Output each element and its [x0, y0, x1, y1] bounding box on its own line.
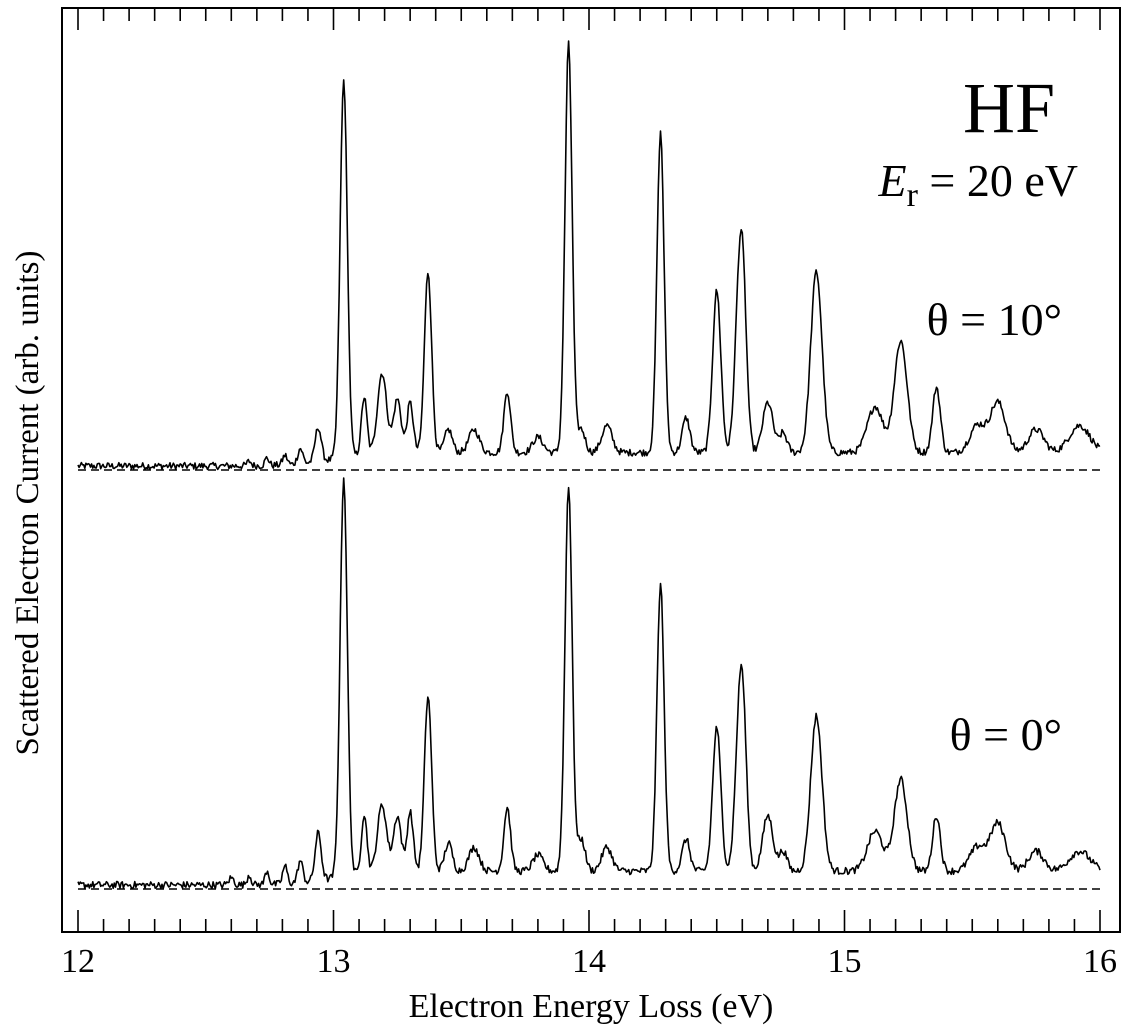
energy-label: Er = 20 eV	[877, 155, 1078, 214]
spectrum-curves	[77, 40, 1101, 890]
y-axis-label: Scattered Electron Current (arb. units)	[10, 251, 46, 756]
series-label-0deg: θ = 0°	[950, 709, 1062, 760]
x-axis-label: Electron Energy Loss (eV)	[409, 988, 774, 1025]
x-tick-label-16: 16	[1083, 943, 1117, 980]
x-tick-label-15: 15	[828, 943, 862, 980]
spectrum-line-10deg	[77, 40, 1101, 471]
molecule-label: HF	[963, 68, 1055, 148]
x-tick-labels: 12 13 14 15 16	[61, 943, 1117, 980]
x-tick-label-14: 14	[572, 943, 606, 980]
plot-frame	[61, 7, 1121, 933]
dashed-baselines	[78, 469, 1100, 890]
series-label-10deg: θ = 10°	[927, 294, 1062, 345]
x-tick-label-12: 12	[61, 943, 95, 980]
spectrum-line-0deg	[77, 477, 1101, 890]
x-tick-label-13: 13	[317, 943, 351, 980]
axis-ticks	[77, 8, 1101, 932]
